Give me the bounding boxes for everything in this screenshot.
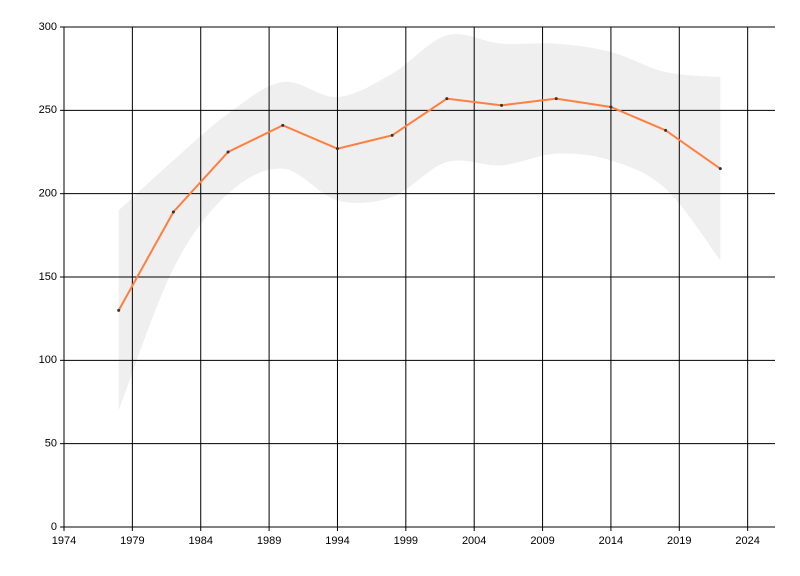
- y-tick-label: 0: [51, 521, 57, 533]
- y-tick-label: 150: [39, 271, 57, 283]
- y-tick-label: 50: [45, 438, 57, 450]
- x-tick-label: 1989: [257, 535, 281, 547]
- data-point: [554, 97, 558, 101]
- x-tick-label: 2004: [462, 535, 486, 547]
- y-tick-label: 300: [39, 21, 57, 33]
- x-tick-label: 2014: [599, 535, 623, 547]
- data-point: [226, 150, 230, 154]
- confidence-band: [118, 34, 721, 411]
- data-line: [117, 97, 721, 311]
- x-tick-label: 1984: [188, 535, 212, 547]
- data-point: [117, 308, 121, 312]
- data-point: [718, 167, 722, 171]
- data-point: [664, 128, 668, 132]
- x-tick-label: 1999: [394, 535, 418, 547]
- data-point: [281, 123, 285, 127]
- data-point: [445, 97, 449, 101]
- y-tick-label: 100: [39, 354, 57, 366]
- x-tick-label: 1979: [120, 535, 144, 547]
- x-tick-label: 2024: [735, 535, 759, 547]
- y-tick-label: 200: [39, 188, 57, 200]
- x-tick-label: 2019: [667, 535, 691, 547]
- data-point: [609, 105, 613, 109]
- data-point: [171, 210, 175, 214]
- data-point: [335, 147, 339, 151]
- x-tick-label: 1974: [52, 535, 76, 547]
- data-point: [500, 103, 504, 107]
- y-tick-label: 250: [39, 104, 57, 116]
- data-point: [390, 133, 394, 137]
- x-tick-label: 2009: [530, 535, 554, 547]
- x-tick-label: 1994: [325, 535, 349, 547]
